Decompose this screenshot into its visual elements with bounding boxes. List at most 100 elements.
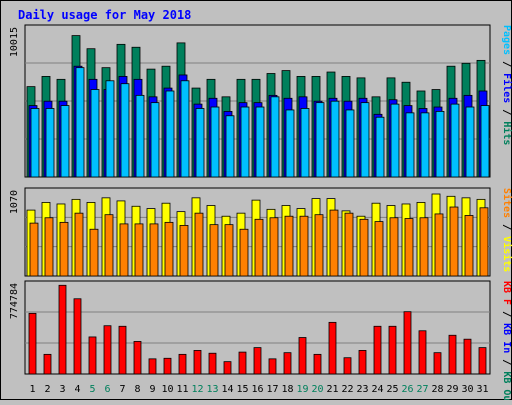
bar-pages-day-18 — [285, 109, 295, 178]
bar-sites-day-31 — [479, 207, 489, 277]
bar-sites-day-17 — [269, 217, 279, 277]
bar-pages-day-17 — [270, 96, 280, 178]
bar-pages-day-2 — [45, 108, 55, 178]
bar-kb-f-day-14 — [223, 361, 232, 375]
x-tick-label-day-5: 5 — [89, 384, 95, 395]
x-tick-label-day-23: 23 — [356, 384, 368, 395]
bar-kb-f-day-4 — [73, 298, 82, 375]
bar-sites-day-14 — [224, 224, 234, 277]
ymax-label: 10015 — [9, 27, 20, 57]
y-axis-label-part: KB Out — [501, 371, 512, 400]
bar-sites-day-25 — [389, 217, 399, 277]
panels: 10015 Pages / Files / Hits 1070 Sites / Vis… — [9, 24, 512, 405]
x-tick-label-day-25: 25 — [386, 384, 398, 395]
x-tick-label-day-8: 8 — [134, 384, 140, 395]
y-axis-label-part: Pages — [501, 25, 512, 55]
bar-kb-f-day-10 — [163, 357, 172, 375]
ymax-label: 774784 — [9, 283, 20, 319]
x-tick-label-day-31: 31 — [476, 384, 488, 395]
bar-sites-day-8 — [134, 223, 144, 277]
bar-kb-f-day-13 — [208, 352, 217, 375]
bar-kb-f-day-1 — [28, 312, 37, 375]
x-tick-label-day-28: 28 — [431, 384, 443, 395]
x-tick-label-day-2: 2 — [44, 384, 50, 395]
bar-kb-f-day-12 — [193, 350, 202, 375]
bar-kb-f-day-22 — [343, 357, 352, 375]
bar-kb-f-day-2 — [43, 353, 52, 375]
bar-sites-day-13 — [209, 224, 219, 277]
bar-kb-f-day-25 — [388, 325, 397, 375]
x-tick-label-day-13: 13 — [206, 384, 218, 395]
bar-sites-day-26 — [404, 218, 414, 277]
bar-kb-f-day-29 — [448, 334, 457, 375]
bar-sites-day-27 — [419, 217, 429, 277]
x-tick-label-day-16: 16 — [251, 384, 263, 395]
bar-pages-day-21 — [330, 100, 340, 178]
bar-kb-f-day-23 — [358, 350, 367, 375]
bar-kb-f-day-30 — [463, 338, 472, 375]
x-tick-label-day-1: 1 — [29, 384, 35, 395]
bar-sites-day-9 — [149, 223, 159, 277]
x-tick-label-day-14: 14 — [221, 384, 233, 395]
x-tick-label-day-24: 24 — [371, 384, 383, 395]
bar-pages-day-30 — [465, 106, 475, 178]
bar-kb-f-day-19 — [298, 337, 307, 375]
y-axis-label-part: / — [501, 305, 512, 323]
panel-2: 1070 Sites / Visits — [9, 187, 512, 277]
bar-sites-day-6 — [104, 214, 114, 277]
ymax-label: 1070 — [9, 190, 20, 214]
x-tick-label-day-10: 10 — [161, 384, 173, 395]
x-tick-label-day-21: 21 — [326, 384, 338, 395]
x-tick-label-day-6: 6 — [104, 384, 110, 395]
bar-kb-f-day-8 — [133, 341, 142, 375]
x-tick-label-day-15: 15 — [236, 384, 248, 395]
y-axis-label-part: Files — [501, 73, 512, 103]
bar-pages-day-20 — [315, 102, 325, 178]
bar-kb-f-day-11 — [178, 353, 187, 375]
bar-kb-f-day-17 — [268, 358, 277, 375]
x-tick-label-day-29: 29 — [446, 384, 458, 395]
bar-sites-day-20 — [314, 214, 324, 277]
bar-sites-day-19 — [299, 215, 309, 277]
y-axis-label: KB F / KB In / KB Out — [501, 281, 512, 400]
bar-kb-f-day-18 — [283, 352, 292, 375]
bar-kb-f-day-21 — [328, 321, 337, 375]
bar-pages-day-10 — [165, 90, 175, 178]
bar-sites-day-10 — [164, 221, 174, 277]
bar-pages-day-31 — [480, 105, 490, 178]
bar-pages-day-13 — [210, 106, 220, 178]
y-axis-label-part: Hits — [501, 121, 512, 145]
bar-kb-f-day-5 — [88, 336, 97, 375]
bar-pages-day-29 — [450, 103, 460, 178]
x-tick-label-day-26: 26 — [401, 384, 413, 395]
bar-pages-day-28 — [435, 111, 445, 178]
x-tick-label-day-19: 19 — [296, 384, 308, 395]
y-axis-label-part: / — [501, 218, 512, 236]
x-tick-label-day-30: 30 — [461, 384, 473, 395]
x-tick-label-day-27: 27 — [416, 384, 428, 395]
bar-kb-f-day-16 — [253, 347, 262, 375]
x-tick-label-day-4: 4 — [74, 384, 80, 395]
bar-kb-f-day-27 — [418, 330, 427, 375]
bar-pages-day-16 — [255, 106, 265, 178]
bar-sites-day-4 — [74, 212, 84, 277]
y-axis-label: Sites / Visits — [501, 188, 512, 272]
x-tick-label-day-17: 17 — [266, 384, 278, 395]
bar-pages-day-23 — [360, 102, 370, 178]
bar-pages-day-22 — [345, 109, 355, 178]
x-tick-label-day-20: 20 — [311, 384, 323, 395]
bar-kb-f-day-9 — [148, 358, 157, 375]
bar-sites-day-11 — [179, 225, 189, 277]
y-axis-label-part: KB In — [501, 323, 512, 353]
bar-pages-day-12 — [195, 108, 205, 178]
bar-kb-f-day-24 — [373, 325, 382, 375]
bar-sites-day-23 — [359, 218, 369, 277]
panel-3: 774784 KB F / KB In / KB Out — [9, 280, 512, 405]
bar-kb-f-day-20 — [313, 353, 322, 375]
bar-sites-day-15 — [239, 228, 249, 277]
bar-pages-day-4 — [75, 67, 85, 178]
bar-sites-day-29 — [449, 206, 459, 277]
bar-sites-day-12 — [194, 212, 204, 277]
